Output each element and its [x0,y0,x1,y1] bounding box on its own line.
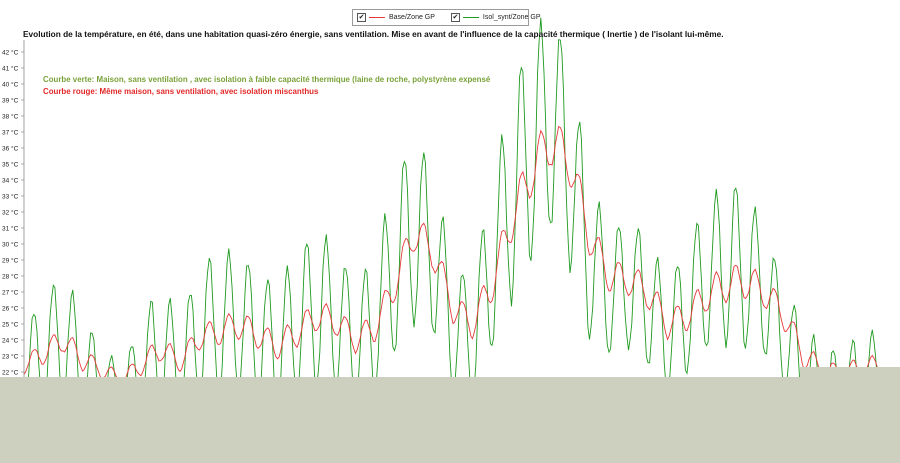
y-tick-label: 38 °C [2,113,19,121]
chart-title: Evolution de la température, en été, dan… [23,29,724,39]
legend-swatch-base [369,17,385,18]
y-tick-label: 33 °C [2,193,19,201]
legend-checkbox-isol[interactable]: ✔ [450,13,460,22]
legend-label-isol: Isol_synt/Zone GP [482,14,541,21]
annotation-green: Courbe verte: Maison, sans ventilation ,… [43,75,491,84]
y-tick-label: 24 °C [2,337,19,345]
y-tick-label: 34 °C [2,177,19,185]
y-tick-label: 42 °C [2,49,19,57]
y-tick-label: 35 °C [2,161,19,169]
y-axis: 42 °C 41 °C 40 °C 39 °C 38 °C 37 °C 36 °C 35 °C… [2,40,25,380]
series-base-line [23,125,883,389]
y-tick-label: 31 °C [2,225,19,233]
annotation-red: Courbe rouge: Même maison, sans ventilat… [43,87,319,96]
y-tick-label: 23 °C [2,353,19,361]
y-tick-label: 29 °C [2,257,19,265]
right-cover-panel [800,367,900,463]
y-tick-label: 36 °C [2,145,19,153]
legend-item-isol[interactable]: ✔ Isol_synt/Zone GP [450,13,541,22]
y-tick-label: 32 °C [2,209,19,217]
y-tick-label: 40 °C [2,81,19,89]
y-tick-label: 27 °C [2,289,19,297]
y-tick-label: 41 °C [2,65,19,73]
legend-checkbox-base[interactable]: ✔ [357,13,366,22]
y-tick-label: 30 °C [2,241,19,249]
legend-item-base[interactable]: ✔ Base/Zone GP [357,13,435,22]
legend: ✔ Base/Zone GP ✔ Isol_synt/Zone GP [352,9,541,26]
y-tick-label: 39 °C [2,97,19,105]
y-tick-label: 37 °C [2,129,19,137]
legend-label-base: Base/Zone GP [389,14,435,21]
legend-swatch-isol [462,17,479,18]
y-tick-label: 22 °C [2,369,19,377]
bottom-cover-panel [0,377,900,463]
y-tick-label: 26 °C [2,305,19,313]
y-tick-label: 28 °C [2,273,19,281]
y-tick-label: 25 °C [2,321,19,329]
